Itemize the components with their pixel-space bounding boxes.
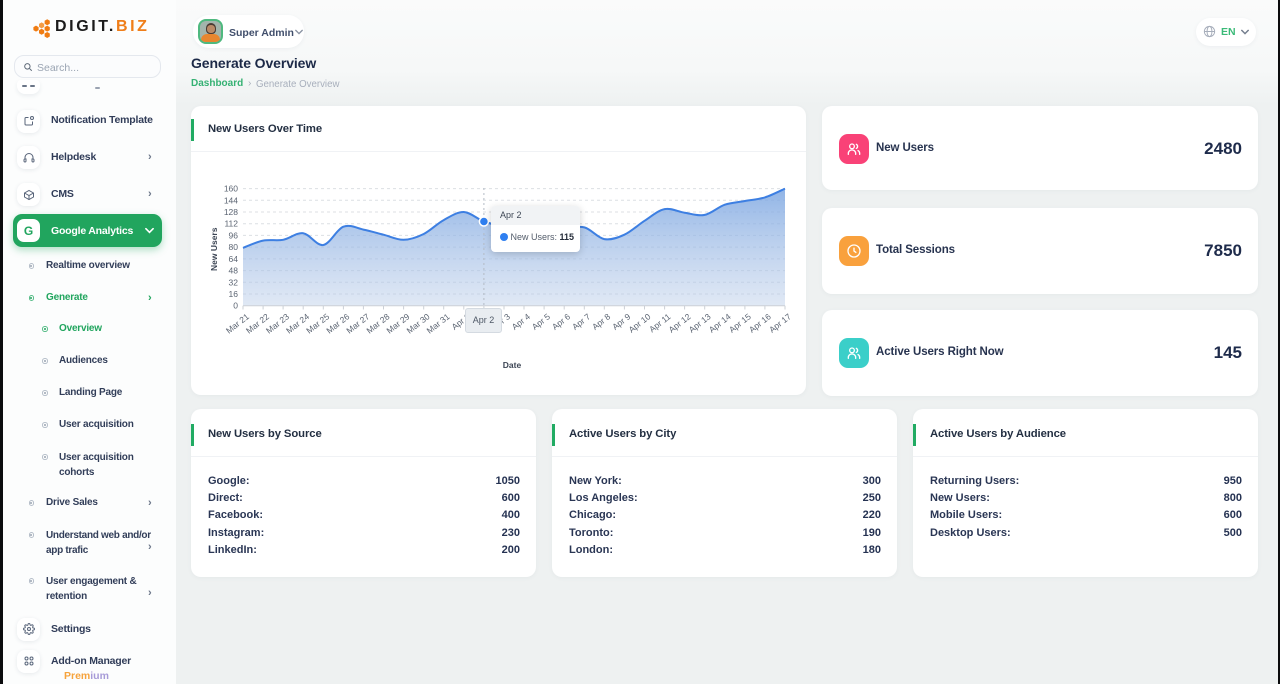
svg-text:128: 128 bbox=[224, 207, 238, 217]
svg-text:144: 144 bbox=[224, 195, 238, 205]
svg-text:Apr 6: Apr 6 bbox=[550, 311, 572, 332]
svg-text:0: 0 bbox=[233, 301, 238, 311]
svg-text:32: 32 bbox=[229, 277, 239, 287]
svg-text:Apr 5: Apr 5 bbox=[530, 311, 552, 332]
svg-text:Apr 16: Apr 16 bbox=[747, 311, 773, 334]
svg-text:Apr 8: Apr 8 bbox=[590, 311, 612, 332]
svg-text:Apr 7: Apr 7 bbox=[570, 311, 592, 332]
svg-text:Apr 12: Apr 12 bbox=[667, 311, 693, 334]
svg-text:Date: Date bbox=[503, 360, 522, 370]
svg-text:112: 112 bbox=[224, 219, 238, 229]
svg-text:Apr 17: Apr 17 bbox=[767, 311, 793, 334]
svg-text:48: 48 bbox=[229, 266, 239, 276]
svg-text:Apr 4: Apr 4 bbox=[510, 311, 532, 332]
svg-text:Apr 14: Apr 14 bbox=[707, 311, 733, 334]
svg-text:New Users: New Users bbox=[209, 227, 219, 271]
svg-text:Apr 10: Apr 10 bbox=[627, 311, 653, 334]
svg-text:Mar 31: Mar 31 bbox=[425, 311, 452, 335]
svg-text:96: 96 bbox=[229, 230, 239, 240]
svg-text:Apr 13: Apr 13 bbox=[687, 311, 713, 334]
svg-text:160: 160 bbox=[224, 184, 238, 194]
svg-text:64: 64 bbox=[229, 254, 239, 264]
svg-text:80: 80 bbox=[229, 242, 239, 252]
svg-text:16: 16 bbox=[229, 289, 239, 299]
